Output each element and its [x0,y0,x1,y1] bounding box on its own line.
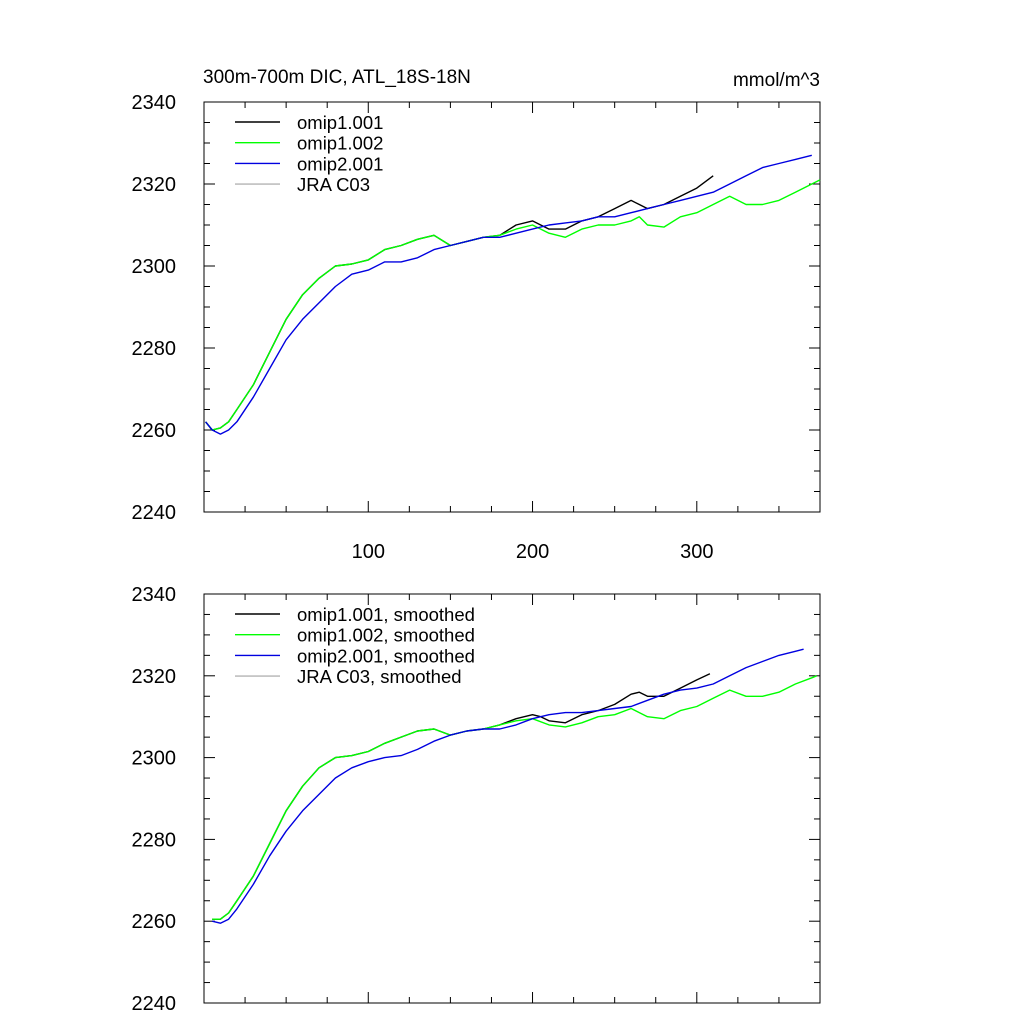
y-tick-label: 2260 [132,420,177,442]
legend-label: omip2.001, smoothed [297,645,475,666]
x-tick-label: 100 [352,541,385,563]
y-tick-label: 2260 [132,911,177,933]
series-line-3 [205,154,812,435]
chart-panel-2: 2240 2260 2280 2300 2320 2340 omip1.001, smoot… [132,584,821,1015]
units-label: mmol/m^3 [733,70,820,91]
y-tick-label: 2340 [132,92,177,114]
series-line-2 [205,179,821,431]
series-line-3 [212,648,804,924]
x-tick-label: 300 [680,541,713,563]
y-tick-label: 2280 [132,829,177,851]
series-line-1 [205,175,714,431]
legend-label: omip1.001 [297,112,383,133]
y-tick-label: 2320 [132,174,177,196]
legend-label: omip1.001, smoothed [297,604,475,625]
chart-panel-1: 2240 2260 2280 2300 2320 2340 100 200 300 omip1.0… [132,92,821,563]
legend-label: JRA C03 [297,174,370,195]
y-tick-label: 2240 [132,993,177,1015]
series-line-2 [212,675,817,920]
x-tick-label: 200 [516,541,549,563]
legend-label: omip2.001 [297,153,383,174]
y-tick-label: 2280 [132,338,177,360]
y-tick-label: 2340 [132,584,177,606]
y-tick-label: 2300 [132,748,177,770]
legend-label: omip1.002, smoothed [297,625,475,646]
y-tick-label: 2300 [132,256,177,278]
legend-label: omip1.002 [297,133,383,154]
y-tick-label: 2320 [132,666,177,688]
y-tick-label: 2240 [132,502,177,524]
chart-title: 300m-700m DIC, ATL_18S-18N [203,67,471,88]
legend-label: JRA C03, smoothed [297,666,462,687]
